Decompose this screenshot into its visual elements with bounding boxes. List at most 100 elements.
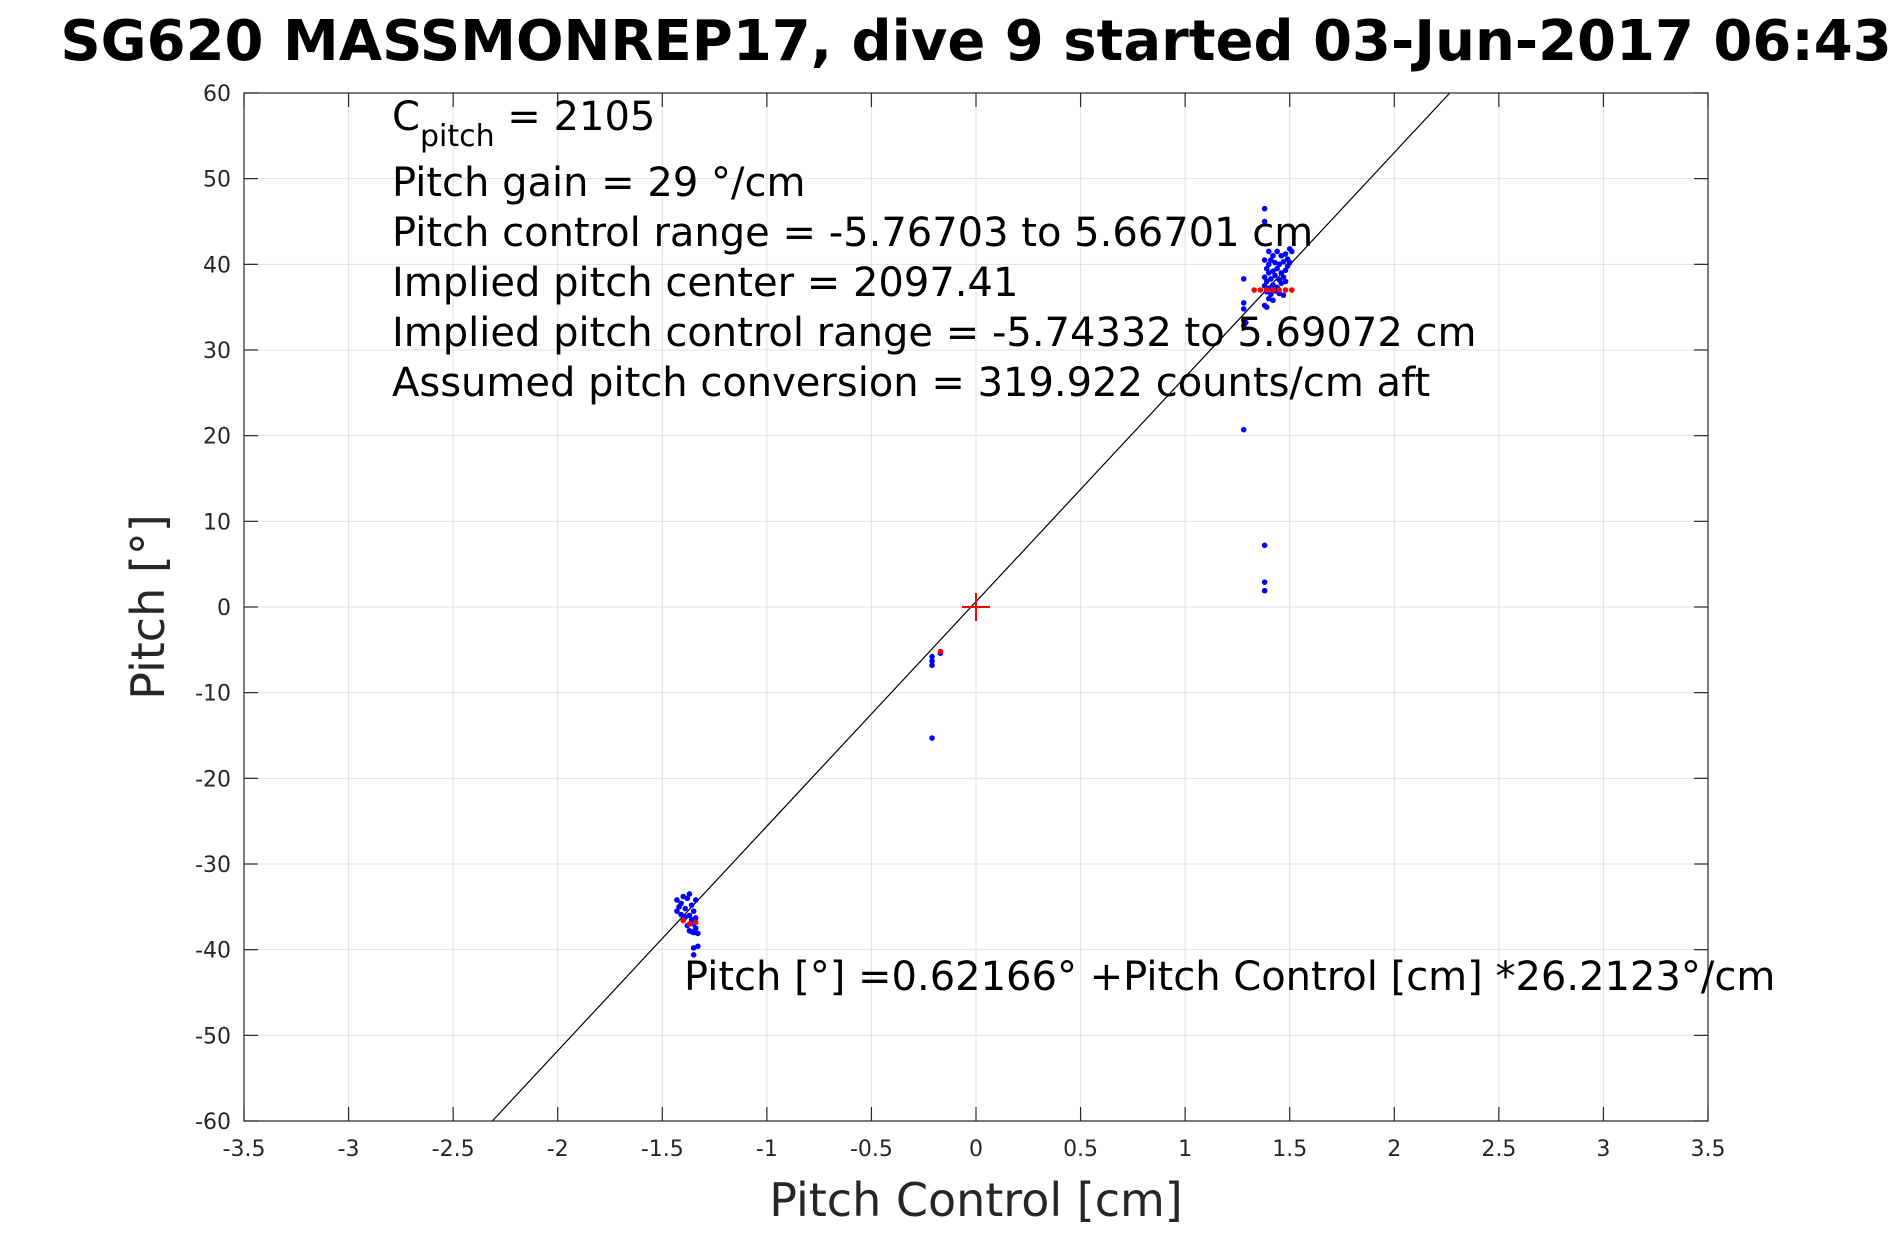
- blue-data-point: [682, 905, 689, 912]
- blue-data-point: [690, 952, 697, 958]
- blue-data-point: [1240, 276, 1247, 282]
- blue-data-point: [1242, 319, 1249, 326]
- y-tick-label: 30: [203, 339, 231, 364]
- blue-data-point: [678, 900, 684, 907]
- x-tick-label: 1: [1178, 1137, 1192, 1162]
- blue-data-point: [1263, 265, 1270, 272]
- blue-data-point: [1240, 426, 1247, 433]
- y-tick-label: 20: [203, 425, 231, 450]
- blue-data-point: [1270, 268, 1276, 274]
- blue-data-point: [674, 908, 680, 914]
- center-marker-group: [962, 593, 990, 621]
- blue-data-point: [1263, 304, 1270, 310]
- red-data-point: [1257, 287, 1264, 293]
- blue-data-point: [1272, 259, 1278, 266]
- red-data-point: [692, 919, 699, 926]
- fit-equation-label: Pitch [°] =0.62166° +Pitch Control [cm] …: [684, 954, 1775, 1000]
- blue-data-point: [1266, 248, 1272, 255]
- blue-data-point: [680, 893, 686, 900]
- red-data-point: [1289, 287, 1295, 293]
- blue-data-point: [1270, 282, 1276, 288]
- x-tick-label: 0.5: [1063, 1137, 1098, 1162]
- chart-title: SG620 MASSMONREP17, dive 9 started 03-Ju…: [60, 9, 1890, 74]
- red-data-point: [1263, 287, 1270, 293]
- data-points: [674, 205, 1295, 958]
- blue-data-point: [1270, 297, 1276, 304]
- blue-data-point: [1266, 261, 1272, 268]
- blue-data-point: [695, 930, 701, 937]
- x-tick-label: 1.5: [1272, 1137, 1307, 1162]
- blue-data-point: [1278, 280, 1285, 286]
- blue-data-point: [692, 915, 699, 921]
- blue-data-point: [1284, 263, 1291, 269]
- blue-data-point: [688, 928, 695, 935]
- x-tick-label: -2.5: [432, 1137, 475, 1162]
- annotation-implied-pitch-control-range: Implied pitch control range = -5.74332 t…: [392, 310, 1476, 356]
- blue-data-point: [1268, 276, 1274, 282]
- y-tick-label: -60: [195, 1110, 231, 1135]
- x-tick-label: -1.5: [641, 1137, 684, 1162]
- blue-data-point: [1282, 267, 1289, 274]
- x-tick-label: -3: [338, 1137, 360, 1162]
- red-data-point: [937, 648, 944, 655]
- y-tick-label: -30: [195, 853, 231, 878]
- red-data-point: [680, 917, 686, 924]
- blue-data-point: [1278, 252, 1285, 259]
- blue-data-point: [1272, 272, 1278, 279]
- red-data-point: [1270, 287, 1276, 293]
- blue-data-point: [1261, 282, 1268, 289]
- blue-data-point: [929, 653, 935, 660]
- x-tick-label: 3: [1596, 1137, 1610, 1162]
- x-tick-label: 0: [969, 1137, 983, 1162]
- blue-data-point: [1261, 542, 1268, 549]
- c-pitch-value: = 2105: [495, 94, 656, 140]
- blue-data-point: [678, 911, 684, 918]
- x-tick-label: -1: [756, 1137, 778, 1162]
- blue-data-point: [929, 735, 935, 741]
- blue-data-point: [1280, 292, 1287, 298]
- x-tick-label: 2.5: [1481, 1137, 1516, 1162]
- annotation-implied-pitch-center: Implied pitch center = 2097.41: [392, 260, 1018, 306]
- blue-data-point: [688, 902, 695, 908]
- blue-data-point: [684, 895, 691, 902]
- x-axis-label: Pitch Control [cm]: [769, 1173, 1183, 1227]
- blue-data-point: [1280, 258, 1287, 265]
- y-axis-label: Pitch [°]: [121, 514, 175, 700]
- blue-data-point: [690, 945, 697, 951]
- y-tick-label: 60: [203, 82, 231, 107]
- blue-data-point: [1261, 579, 1268, 585]
- annotation-pitch-control-range: Pitch control range = -5.76703 to 5.6670…: [392, 210, 1313, 256]
- blue-data-point: [1266, 270, 1272, 276]
- c-pitch-subscript: pitch: [420, 119, 495, 154]
- red-data-point: [1251, 287, 1257, 293]
- blue-data-point: [1261, 257, 1268, 263]
- blue-data-point: [929, 658, 935, 664]
- blue-data-point: [690, 908, 697, 914]
- y-tick-label: -40: [195, 939, 231, 964]
- x-tick-labels: -3.5 -3 -2.5 -2 -1.5 -1 -0.5 0 0.5 1 1.5 2 2.5 3 3.5: [223, 1137, 1726, 1162]
- blue-data-point: [1282, 251, 1289, 257]
- red-data-point: [1282, 287, 1289, 293]
- blue-data-point: [1263, 278, 1270, 285]
- blue-data-point: [688, 916, 695, 923]
- c-pitch-annotation: Cpitch = 2105: [392, 94, 655, 154]
- blue-data-point: [1261, 274, 1268, 280]
- x-tick-label: 2: [1387, 1137, 1401, 1162]
- blue-data-point: [692, 925, 699, 932]
- blue-data-point: [1240, 306, 1247, 312]
- blue-data-point: [692, 897, 699, 903]
- blue-data-point: [1280, 274, 1287, 280]
- blue-data-point: [1282, 278, 1289, 285]
- x-tick-label: -0.5: [850, 1137, 893, 1162]
- blue-data-point: [1274, 265, 1280, 272]
- y-tick-label: 10: [203, 510, 231, 535]
- x-tick-label: 3.5: [1691, 1137, 1726, 1162]
- y-tick-label: 50: [203, 168, 231, 193]
- blue-data-point: [674, 897, 680, 903]
- blue-data-point: [1261, 205, 1268, 212]
- blue-data-point: [695, 943, 701, 950]
- x-tick-label: -3.5: [223, 1137, 266, 1162]
- blue-data-point: [1278, 270, 1285, 276]
- blue-data-point: [1276, 261, 1283, 268]
